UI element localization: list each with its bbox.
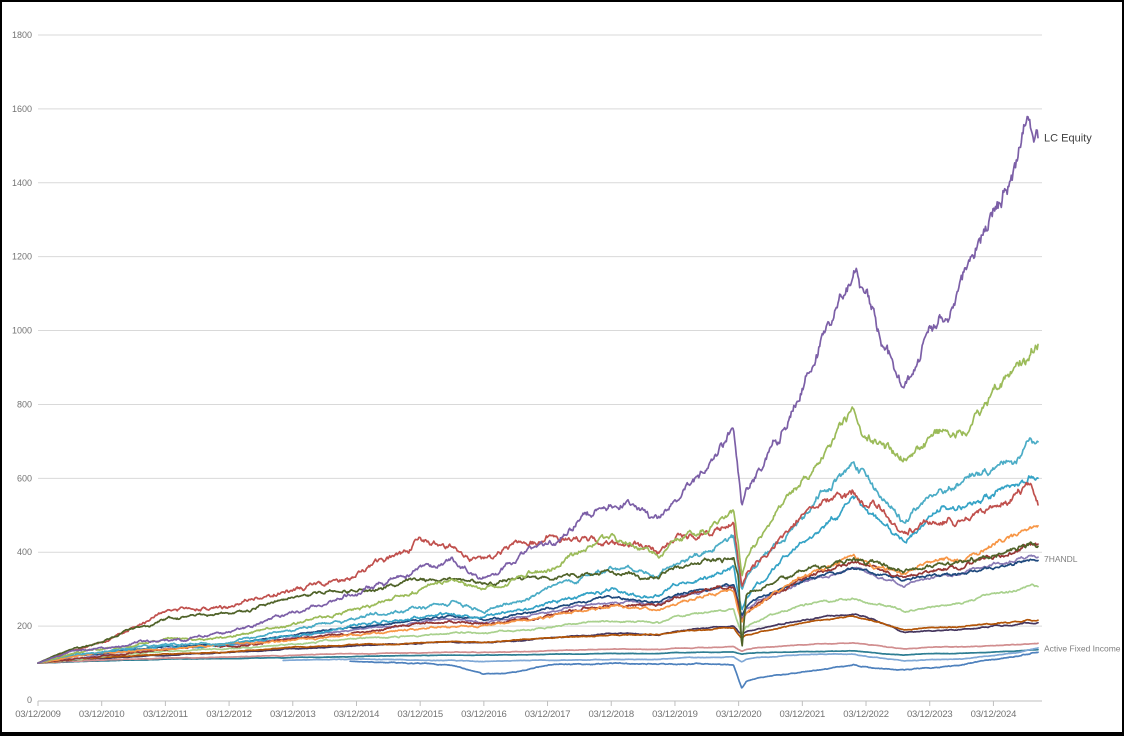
x-tick-label: 03/12/2020 — [716, 709, 762, 720]
x-tick-label: 03/12/2024 — [971, 709, 1017, 720]
y-tick-label: 0 — [27, 695, 32, 705]
x-tick-label: 03/12/2022 — [843, 709, 889, 720]
x-tick-label: 03/12/2021 — [780, 709, 826, 720]
x-tick-label: 03/12/2019 — [652, 709, 698, 720]
y-tick-label: 1800 — [12, 30, 32, 40]
y-tick-label: 1600 — [12, 104, 32, 114]
series-line-pink — [37, 642, 1039, 664]
x-tick-label: 03/12/2014 — [334, 709, 380, 720]
series-line-light-green — [37, 583, 1039, 664]
y-tick-label: 1000 — [12, 326, 32, 336]
series-line-steel-blue — [282, 647, 1039, 663]
x-tick-label: 03/12/2010 — [79, 709, 125, 720]
series-line-cyan-1 — [37, 437, 1039, 664]
series-line-blue-late — [349, 651, 1039, 689]
series-line-red — [37, 481, 1039, 664]
y-tick-label: 600 — [17, 473, 32, 483]
x-tick-label: 03/12/2023 — [907, 709, 953, 720]
series-line-brown — [37, 615, 1039, 664]
series-label-steel-blue: Active Fixed Income — [1044, 643, 1121, 653]
x-axis: 03/12/2009 03/12/2010 03/12/2011 03/12/2012… — [15, 700, 1042, 720]
y-axis-labels: 0 200 400 600 800 1000 1200 1400 1600 1800 — [12, 30, 32, 705]
x-tick-label: 03/12/2018 — [588, 709, 634, 720]
y-tick-label: 800 — [17, 399, 32, 409]
x-tick-label: 03/12/2009 — [15, 709, 61, 720]
y-tick-label: 400 — [17, 547, 32, 557]
x-tick-label: 03/12/2016 — [461, 709, 507, 720]
series-line-green — [37, 343, 1039, 664]
x-tick-label: 03/12/2015 — [397, 709, 443, 720]
series-label-navy: 7HANDL — [1044, 554, 1078, 564]
x-tick-label: 03/12/2013 — [270, 709, 316, 720]
series-annotations: Active Fixed Income 7HANDL LC Equity — [1044, 132, 1121, 653]
series-line-orange — [37, 524, 1039, 664]
series-lines — [37, 115, 1039, 689]
y-tick-label: 200 — [17, 621, 32, 631]
x-tick-label: 03/12/2012 — [206, 709, 252, 720]
series-line-navy — [37, 558, 1039, 664]
series-line-dark-olive — [37, 541, 1039, 664]
x-tick-label: 03/12/2017 — [525, 709, 571, 720]
series-line-lc-equity — [37, 115, 1039, 664]
y-tick-label: 1400 — [12, 178, 32, 188]
series-line-teal — [37, 648, 1039, 664]
series-label-lc-equity: LC Equity — [1044, 132, 1092, 144]
gridlines — [38, 34, 1042, 627]
y-tick-label: 1200 — [12, 252, 32, 262]
x-tick-label: 03/12/2011 — [143, 709, 188, 720]
